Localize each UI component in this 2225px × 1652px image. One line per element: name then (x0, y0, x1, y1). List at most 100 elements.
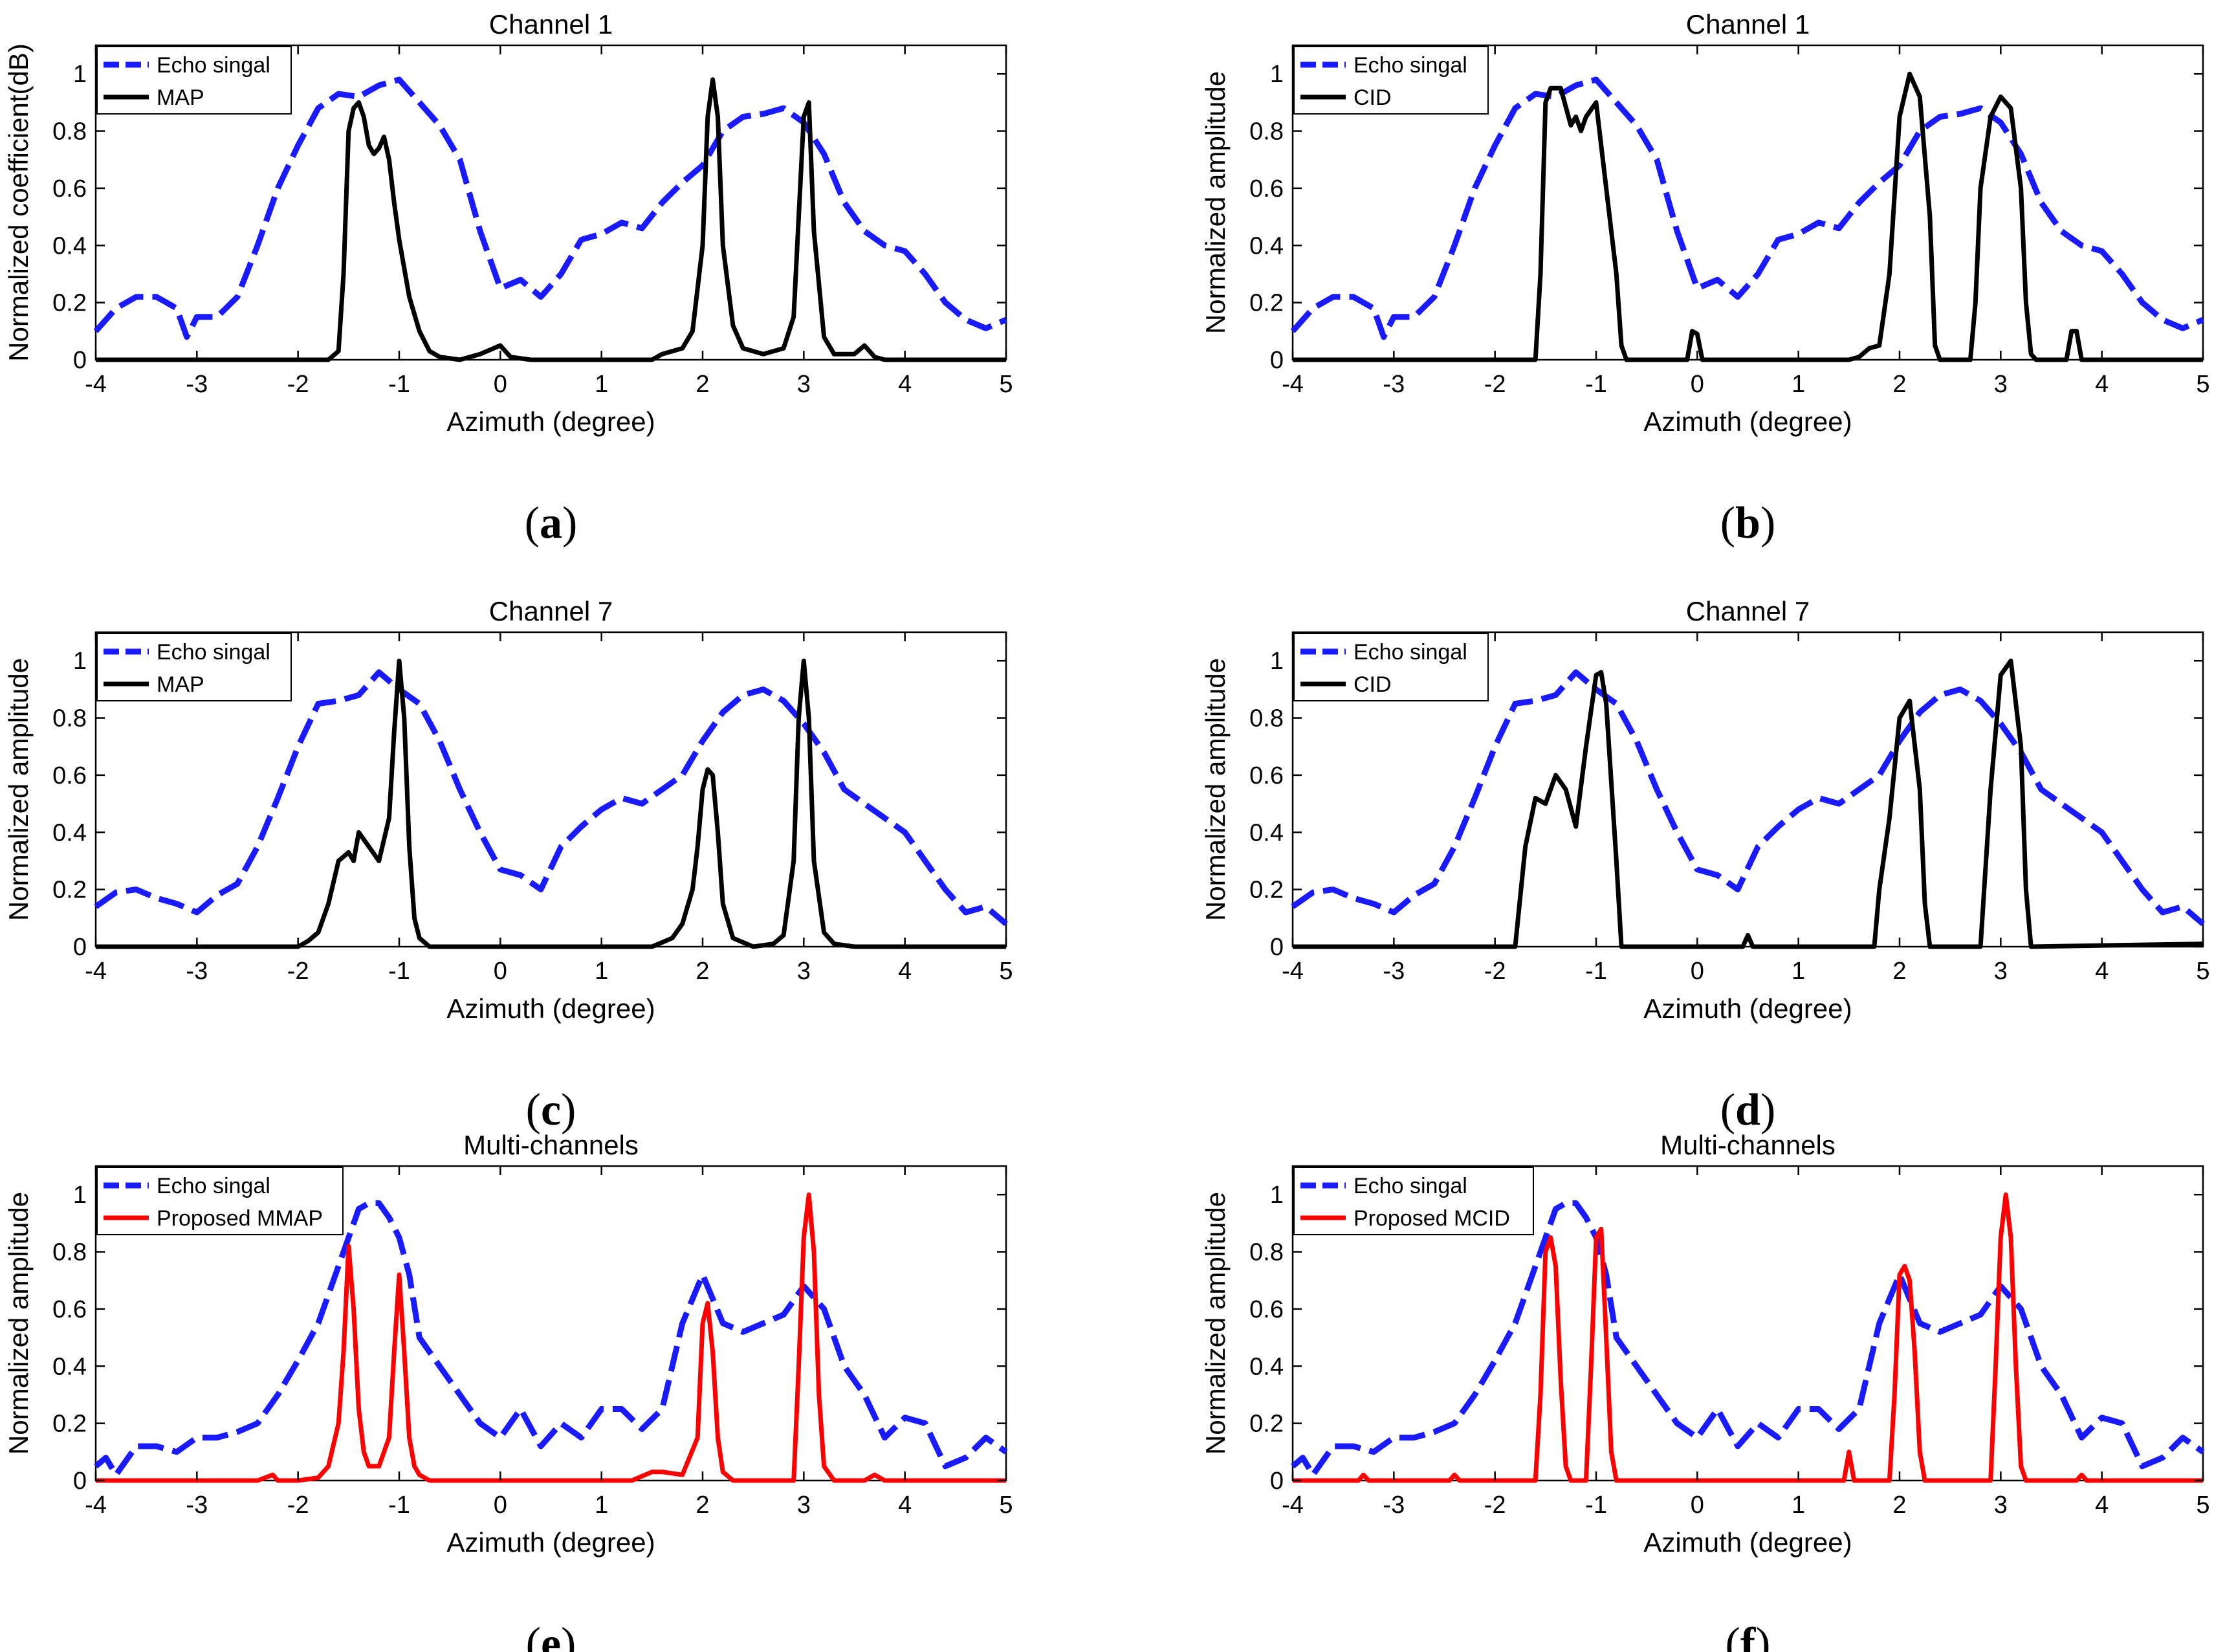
chart-title: Multi-channels (463, 1130, 639, 1160)
chart-panel-b: -4 -3 -2 -1 0 1 2 3 4 5 0 0.2 0.4 0.6 0.8 1 Channel 1 Azi… (1200, 9, 2210, 548)
y-axis-label: Normalized coefficient(dB) (3, 43, 34, 362)
y-axis-label: Normalized amplitude (3, 1192, 34, 1455)
x-tick-label: 4 (898, 371, 912, 398)
x-tick-label: -2 (287, 1492, 309, 1519)
x-tick-label: 1 (1792, 1492, 1805, 1519)
y-tick-label: 0 (73, 347, 87, 374)
y-tick-label: 0.6 (1249, 1296, 1284, 1323)
panel-caption: (e) (526, 1619, 576, 1652)
x-axis-label: Azimuth (degree) (446, 993, 655, 1024)
y-tick-label: 0 (73, 934, 87, 961)
x-tick-label: -1 (1585, 958, 1607, 985)
legend: Echo singal CID (1293, 46, 1489, 115)
series-line-map (96, 77, 1006, 362)
chart-panel-c: -4 -3 -2 -1 0 1 2 3 4 5 0 0.2 0.4 0.6 0.8 1 Channel 7 Azi… (3, 596, 1013, 1135)
series-line-echo-singal (94, 669, 1008, 927)
x-tick-label: 5 (2196, 1492, 2209, 1519)
y-tick-label: 1 (1270, 61, 1284, 88)
x-tick-label: -2 (287, 371, 309, 398)
x-tick-label: 0 (494, 958, 507, 985)
x-tick-label: 5 (2196, 371, 2209, 398)
y-tick-label: 0.8 (1249, 118, 1284, 146)
x-tick-label: 3 (797, 1492, 811, 1519)
x-tick-label: -4 (1282, 1492, 1304, 1519)
x-tick-label: -3 (1383, 958, 1405, 985)
y-tick-label: 1 (73, 648, 87, 675)
legend-label: Echo singal (1354, 1174, 1467, 1198)
series-line-cid (1293, 658, 2204, 949)
y-tick-label: 0.8 (52, 118, 87, 146)
legend-label: Echo singal (1354, 640, 1467, 665)
legend-label: MAP (157, 85, 204, 110)
x-tick-label: -3 (186, 1492, 208, 1519)
x-tick-label: 3 (797, 371, 811, 398)
x-tick-label: 4 (2095, 1492, 2109, 1519)
legend: Echo singal MAP (96, 46, 292, 115)
y-tick-label: 0.8 (1249, 705, 1284, 732)
y-tick-label: 0.2 (1249, 877, 1284, 904)
chart-title: Channel 7 (1686, 596, 1810, 626)
series-line-echo-singal (1290, 76, 2204, 340)
legend-box (96, 1167, 344, 1235)
x-tick-label: 4 (898, 1492, 912, 1519)
x-tick-label: 4 (2095, 958, 2109, 985)
x-tick-label: -2 (1484, 371, 1506, 398)
legend: Echo singal Proposed MMAP (96, 1167, 344, 1235)
y-tick-label: 0.2 (1249, 1411, 1284, 1438)
legend: Echo singal MAP (96, 633, 292, 701)
legend-box (1293, 46, 1489, 115)
x-tick-label: 0 (494, 371, 507, 398)
y-tick-label: 0.6 (1249, 762, 1284, 789)
x-tick-label: -3 (186, 958, 208, 985)
x-tick-label: -3 (1383, 371, 1405, 398)
y-tick-label: 0 (1270, 1468, 1284, 1495)
panel-caption: (d) (1720, 1085, 1776, 1135)
x-tick-label: -2 (1484, 958, 1506, 985)
x-tick-label: -1 (1585, 371, 1607, 398)
x-tick-label: -4 (85, 371, 107, 398)
x-tick-label: 1 (1792, 371, 1805, 398)
x-axis-label: Azimuth (degree) (446, 1527, 655, 1558)
y-axis-label: Normalized amplitude (1200, 71, 1231, 334)
x-tick-label: 3 (1994, 958, 2008, 985)
panel-caption-letter: c (541, 1085, 561, 1135)
panel-caption: (b) (1720, 498, 1776, 548)
x-axis-label: Azimuth (degree) (1643, 993, 1852, 1024)
panel-caption: (f) (1726, 1619, 1771, 1652)
legend-label: Echo singal (157, 53, 270, 78)
x-tick-label: -1 (1585, 1492, 1607, 1519)
x-tick-label: -4 (85, 1492, 107, 1519)
y-tick-label: 0.2 (52, 1411, 87, 1438)
y-tick-label: 0.4 (52, 1353, 87, 1380)
series-line-map (96, 658, 1006, 949)
y-tick-label: 0.6 (52, 175, 87, 203)
y-tick-label: 0.6 (52, 762, 87, 789)
series-line-proposed-mcid (1293, 1192, 2203, 1483)
legend-box (96, 633, 292, 701)
x-tick-label: 2 (696, 371, 709, 398)
series-line-cid (1293, 71, 2203, 362)
x-tick-label: 1 (595, 958, 608, 985)
y-axis-label: Normalized amplitude (3, 658, 34, 921)
x-tick-label: -1 (388, 371, 410, 398)
panel-caption-letter: d (1735, 1085, 1760, 1135)
y-tick-label: 0.6 (1249, 175, 1284, 203)
x-tick-label: 0 (1691, 958, 1704, 985)
x-tick-label: -2 (287, 958, 309, 985)
x-tick-label: 5 (2196, 958, 2209, 985)
legend-label: MAP (157, 672, 204, 697)
x-tick-label: 5 (999, 958, 1013, 985)
series-line-proposed-mmap (96, 1192, 1006, 1483)
x-tick-label: 0 (494, 1492, 507, 1519)
y-tick-label: 0.4 (1249, 1353, 1284, 1380)
x-tick-label: 2 (696, 958, 709, 985)
x-tick-label: -2 (1484, 1492, 1506, 1519)
y-tick-label: 0 (1270, 934, 1284, 961)
x-tick-label: 5 (999, 1492, 1013, 1519)
x-tick-label: -4 (1282, 958, 1304, 985)
legend-label: Echo singal (1354, 53, 1467, 78)
x-tick-label: -3 (1383, 1492, 1405, 1519)
legend: Echo singal Proposed MCID (1293, 1167, 1534, 1235)
y-tick-label: 1 (73, 1182, 87, 1209)
chart-panel-d: -4 -3 -2 -1 0 1 2 3 4 5 0 0.2 0.4 0.6 0.8 1 Channel 7 Azi… (1200, 596, 2210, 1135)
